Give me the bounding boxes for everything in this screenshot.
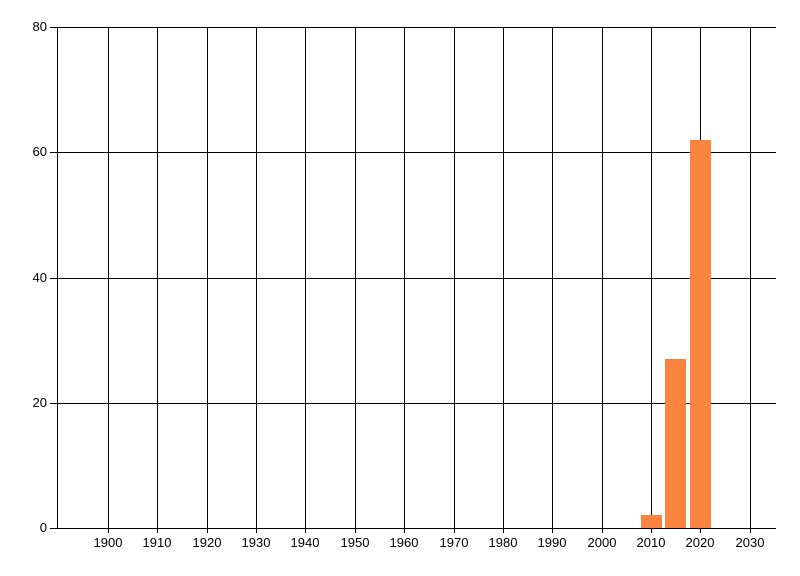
- y-tick-label: 80: [32, 19, 47, 34]
- bar-2020: [690, 140, 711, 528]
- y-gridline: [50, 152, 776, 153]
- x-tick-label: 1980: [488, 535, 518, 550]
- y-tick-label: 60: [32, 144, 47, 159]
- x-gridline: [750, 27, 751, 533]
- x-tick-label: 2030: [735, 535, 765, 550]
- x-gridline: [207, 27, 208, 533]
- x-tick-label: 1910: [142, 535, 172, 550]
- y-gridline: [50, 403, 776, 404]
- x-gridline: [355, 27, 356, 533]
- plot-area: [50, 27, 776, 533]
- x-gridline: [552, 27, 553, 533]
- x-gridline: [404, 27, 405, 533]
- x-tick-label: 1960: [389, 535, 419, 550]
- x-gridline: [503, 27, 504, 533]
- bar-2015: [665, 359, 686, 528]
- x-axis-line: [50, 528, 776, 529]
- x-gridline: [651, 27, 652, 533]
- x-tick-label: 1920: [192, 535, 222, 550]
- x-tick-label: 1900: [93, 535, 123, 550]
- y-axis-line: [57, 27, 58, 528]
- x-gridline: [256, 27, 257, 533]
- x-gridline: [602, 27, 603, 533]
- x-gridline: [454, 27, 455, 533]
- x-gridline: [108, 27, 109, 533]
- y-tick-label: 0: [39, 520, 47, 535]
- bar-2010: [641, 515, 662, 528]
- x-gridline: [157, 27, 158, 533]
- y-tick-label: 20: [32, 395, 47, 410]
- x-tick-label: 1990: [537, 535, 567, 550]
- y-gridline: [50, 27, 776, 28]
- x-tick-label: 1940: [290, 535, 320, 550]
- x-tick-label: 1950: [340, 535, 370, 550]
- y-gridline: [50, 278, 776, 279]
- x-tick-label: 1930: [241, 535, 271, 550]
- x-tick-label: 2010: [636, 535, 666, 550]
- x-tick-label: 2000: [587, 535, 617, 550]
- x-gridline: [305, 27, 306, 533]
- x-tick-label: 1970: [439, 535, 469, 550]
- x-tick-label: 2020: [685, 535, 715, 550]
- y-tick-label: 40: [32, 270, 47, 285]
